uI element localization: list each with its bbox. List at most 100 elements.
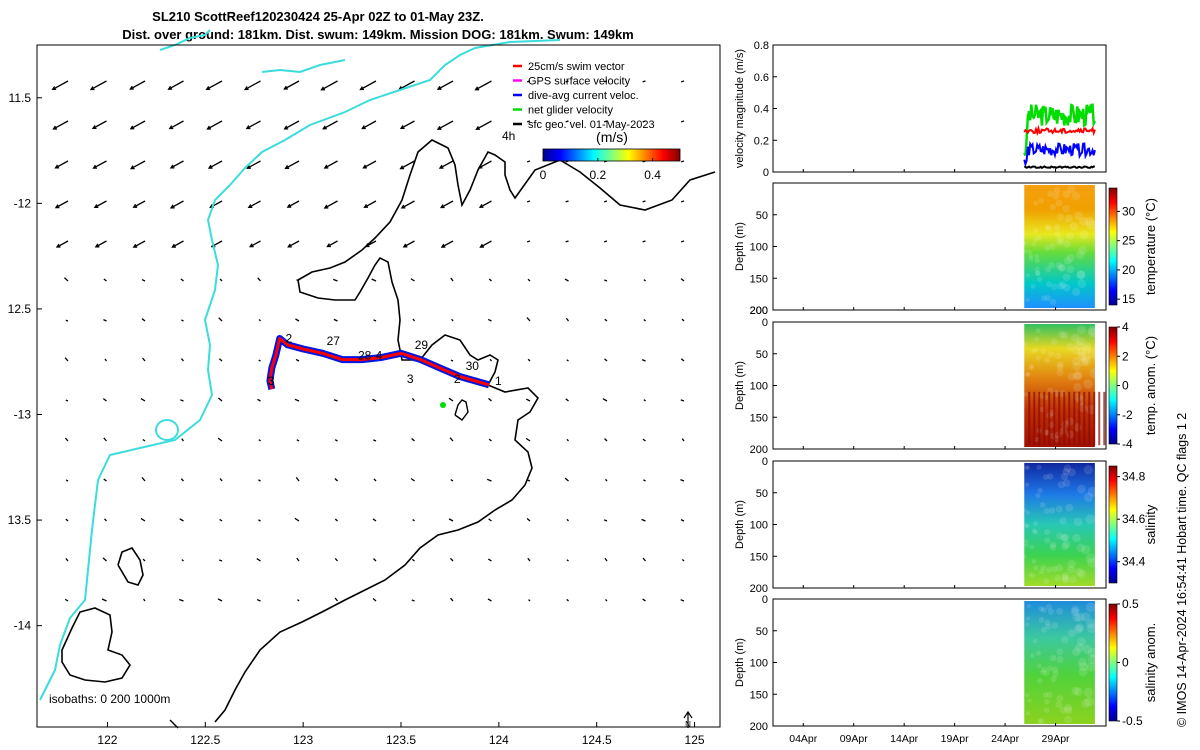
panel-colorbar-tick-label: -0.5 bbox=[1122, 714, 1143, 728]
current-arrow bbox=[296, 557, 300, 562]
velocity-series-line bbox=[1023, 103, 1097, 156]
velocity-series-line bbox=[1023, 140, 1096, 168]
current-arrow bbox=[604, 438, 608, 442]
isobath-lines bbox=[61, 139, 716, 729]
panel-frame bbox=[772, 321, 1107, 450]
current-arrow bbox=[643, 399, 646, 402]
panel-y-tick-label: 0 bbox=[763, 167, 769, 179]
current-arrow bbox=[91, 120, 107, 130]
current-arrow bbox=[475, 120, 492, 130]
section-field bbox=[1024, 601, 1095, 724]
current-arrow bbox=[603, 120, 608, 123]
current-arrow bbox=[680, 519, 685, 522]
current-arrow bbox=[643, 479, 646, 482]
colorbar-ticks: 0 0.2 0.4 bbox=[540, 158, 661, 182]
current-arrow bbox=[129, 80, 146, 90]
day-label: 28 bbox=[358, 349, 372, 363]
panel-colorbar-tick-label: -4 bbox=[1122, 437, 1133, 451]
current-arrow bbox=[603, 80, 608, 83]
current-arrow bbox=[205, 80, 223, 91]
current-arrow bbox=[142, 438, 146, 442]
day-label: 27 bbox=[327, 334, 341, 348]
panel-y-tick-label: 0 bbox=[762, 594, 768, 606]
current-arrow bbox=[333, 318, 338, 322]
day-label: 1 bbox=[495, 374, 502, 388]
time-depth-panels: 0 0.2 0.4 0.6 0.8 velocity magnitude (m/s) 50 1… bbox=[734, 40, 1158, 733]
legend-label: 25cm/s swim vector bbox=[528, 61, 625, 73]
current-arrow bbox=[487, 598, 492, 602]
current-arrow bbox=[64, 598, 69, 602]
panel-1: 0 0.2 0.4 0.6 0.8 velocity magnitude (m/s) bbox=[734, 40, 1107, 179]
current-arrow bbox=[54, 200, 69, 209]
current-arrow bbox=[680, 399, 685, 402]
current-arrow bbox=[641, 518, 646, 522]
current-arrow bbox=[65, 558, 69, 562]
legend-label: net glider velocity bbox=[528, 105, 613, 117]
current-arrow bbox=[101, 598, 107, 602]
current-arrow bbox=[181, 559, 184, 562]
panel-y-tick-label: 0.8 bbox=[754, 40, 769, 52]
current-arrow bbox=[286, 200, 300, 208]
panel-y-tick-label: 100 bbox=[750, 520, 768, 532]
current-arrow bbox=[680, 240, 685, 243]
current-arrow bbox=[525, 398, 531, 402]
map-x-tick-label: 123.5 bbox=[386, 733, 416, 747]
panel-frame bbox=[772, 44, 1107, 173]
current-arrow bbox=[526, 160, 531, 163]
time-tick-label: 19Apr bbox=[941, 733, 970, 745]
current-arrow bbox=[450, 597, 454, 602]
panel-y-tick-label: 0 bbox=[762, 456, 768, 468]
current-arrow bbox=[478, 200, 492, 208]
current-arrow bbox=[140, 517, 146, 522]
panel-y-tick-label: 100 bbox=[750, 242, 768, 254]
current-arrow bbox=[141, 476, 146, 482]
colorbar-title: (m/s) bbox=[596, 129, 628, 145]
current-arrow bbox=[603, 240, 608, 243]
current-arrow bbox=[680, 599, 685, 602]
current-arrow bbox=[89, 80, 107, 91]
current-arrow bbox=[256, 598, 261, 602]
glider-track bbox=[266, 335, 491, 408]
time-tick-label: 24Apr bbox=[991, 733, 1020, 745]
current-arrow bbox=[297, 599, 300, 602]
current-arrow bbox=[373, 478, 377, 482]
current-arrow bbox=[566, 518, 569, 522]
legend-entry: sfc geo. vel. 01-May-2023 bbox=[513, 119, 655, 131]
panel-y-label: Depth (m) bbox=[734, 500, 746, 549]
panel-y-tick-label: 0.2 bbox=[754, 135, 769, 147]
current-arrow bbox=[132, 200, 146, 208]
current-arrow bbox=[451, 318, 454, 322]
current-arrow bbox=[142, 357, 146, 362]
north-label: N bbox=[685, 720, 691, 729]
panel-y-label: Depth (m) bbox=[734, 638, 746, 687]
current-arrow bbox=[320, 80, 338, 91]
current-arrow bbox=[258, 359, 261, 362]
current-arrow bbox=[295, 318, 300, 322]
current-arrow bbox=[411, 397, 416, 402]
net-velocity-marker bbox=[440, 402, 446, 408]
current-arrow bbox=[604, 318, 608, 322]
map-x-tick-label: 124.5 bbox=[582, 733, 612, 747]
current-arrow bbox=[564, 278, 569, 282]
current-arrow bbox=[450, 479, 454, 482]
current-arrow bbox=[296, 439, 300, 442]
current-arrow bbox=[680, 358, 685, 362]
current-arrow bbox=[332, 278, 338, 282]
current-arrow bbox=[474, 80, 492, 91]
current-arrow bbox=[488, 397, 492, 402]
section-field bbox=[1024, 463, 1095, 586]
panel-y-tick-label: 150 bbox=[750, 273, 768, 285]
current-arrow bbox=[642, 240, 646, 243]
current-arrow bbox=[103, 478, 107, 482]
current-arrow bbox=[103, 319, 107, 322]
current-arrow bbox=[258, 319, 261, 322]
current-arrow bbox=[527, 278, 531, 282]
current-arrow bbox=[372, 518, 377, 522]
current-arrow bbox=[258, 519, 261, 522]
current-arrow bbox=[180, 358, 184, 362]
current-vector-field bbox=[51, 80, 685, 602]
current-arrow bbox=[488, 438, 492, 442]
current-arrow bbox=[681, 558, 685, 562]
panel-colorbar-tick-label: 34.8 bbox=[1122, 470, 1146, 484]
